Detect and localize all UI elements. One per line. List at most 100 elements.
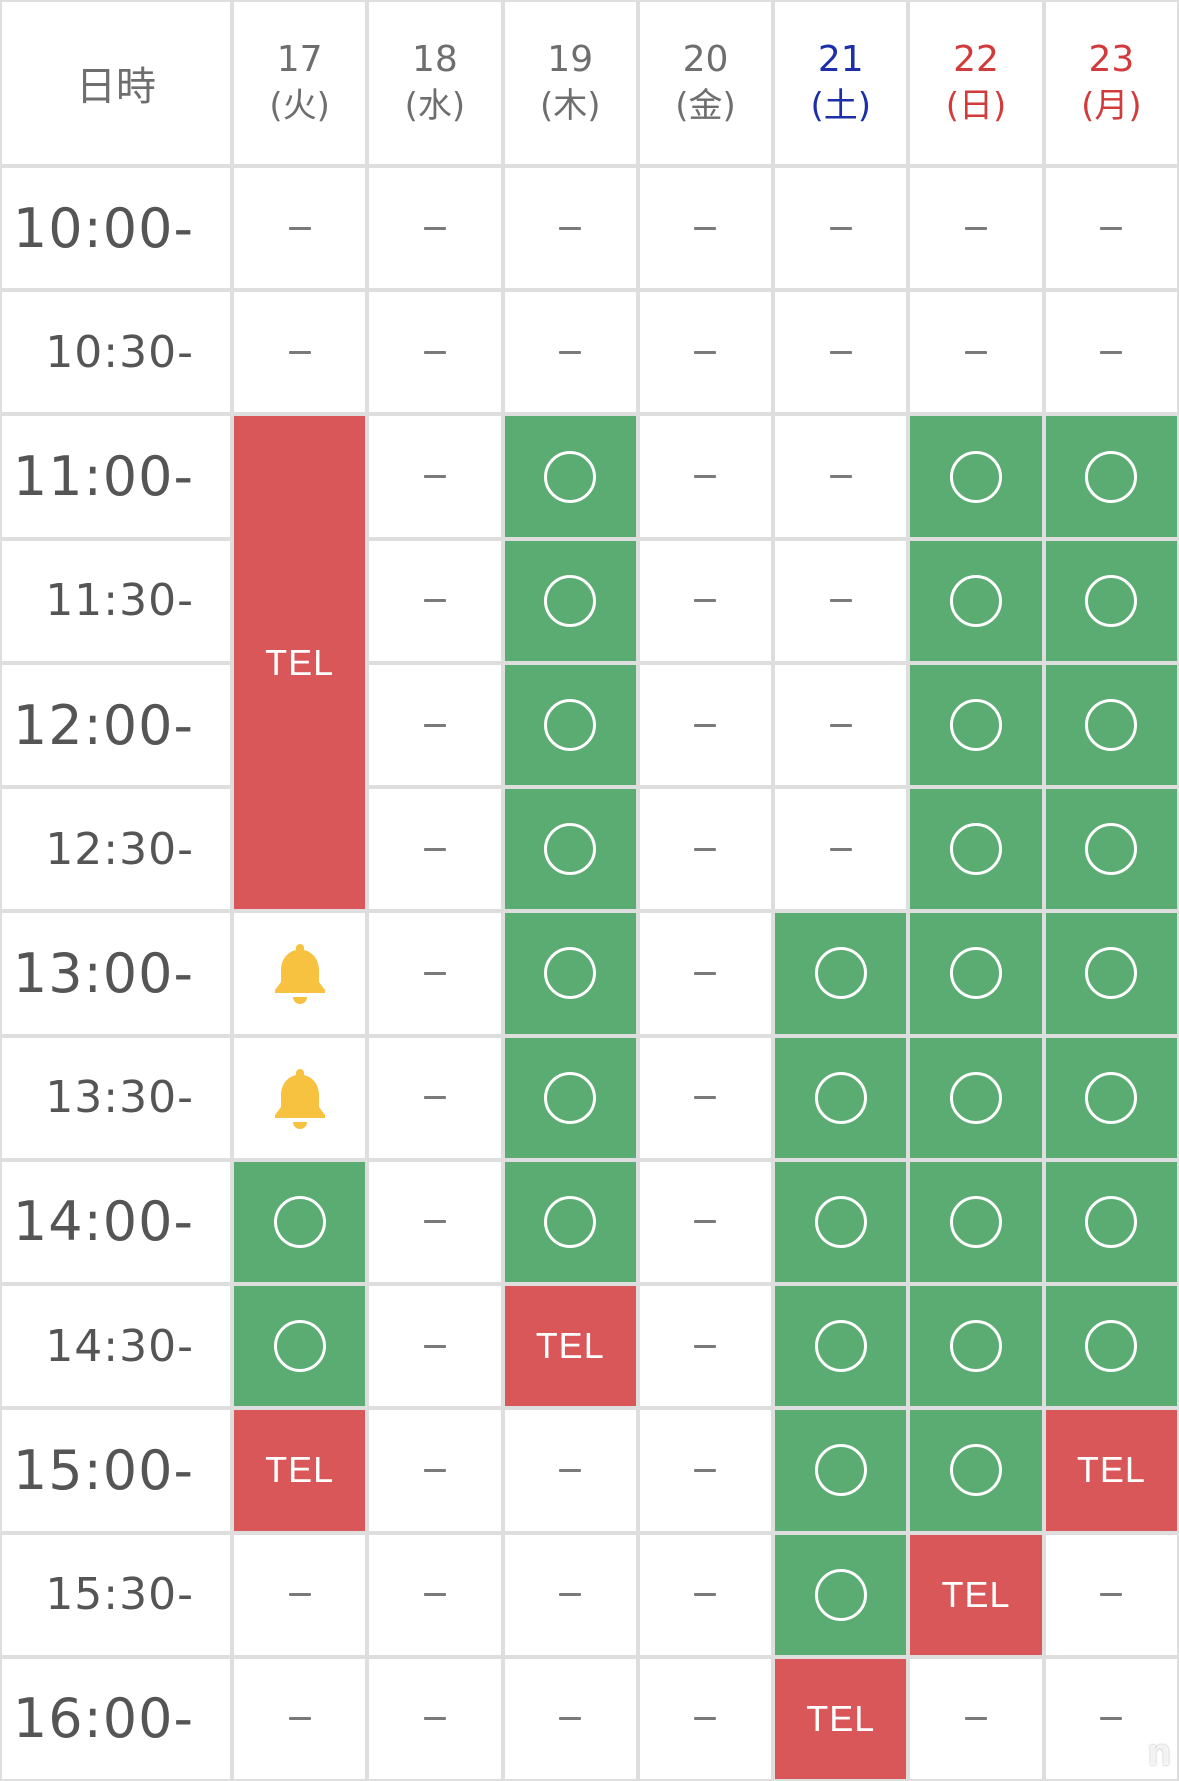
circle-icon bbox=[814, 1195, 867, 1248]
slot-available[interactable] bbox=[910, 1161, 1042, 1283]
dash-icon bbox=[694, 1468, 717, 1472]
slot-available[interactable] bbox=[504, 1161, 636, 1283]
dash-icon bbox=[423, 1593, 446, 1597]
dash-icon bbox=[423, 350, 446, 354]
slot-unavailable bbox=[369, 292, 501, 413]
slot-available[interactable] bbox=[234, 1286, 366, 1407]
circle-icon bbox=[814, 947, 867, 1000]
slot-tel[interactable]: TEL bbox=[234, 1410, 366, 1531]
dash-icon bbox=[423, 599, 446, 603]
dash-icon bbox=[694, 723, 717, 727]
tel-label: TEL bbox=[941, 1573, 1011, 1615]
slot-available[interactable] bbox=[910, 416, 1042, 537]
slot-unavailable bbox=[775, 168, 907, 289]
circle-icon bbox=[1085, 574, 1138, 627]
dash-icon bbox=[829, 723, 852, 727]
slot-unavailable bbox=[910, 1658, 1042, 1779]
slot-available[interactable] bbox=[504, 789, 636, 910]
slot-available[interactable] bbox=[504, 416, 636, 537]
slot-unavailable bbox=[639, 1658, 772, 1779]
time-label: 10:30- bbox=[2, 292, 230, 413]
slot-available[interactable] bbox=[1045, 913, 1177, 1034]
circle-icon bbox=[950, 1195, 1003, 1248]
circle-icon bbox=[273, 1195, 326, 1248]
circle-icon bbox=[1085, 1195, 1138, 1248]
circle-icon bbox=[1085, 699, 1138, 752]
dash-icon bbox=[829, 475, 852, 479]
slot-available[interactable] bbox=[910, 789, 1042, 910]
slot-unavailable bbox=[369, 789, 501, 910]
slot-unavailable bbox=[234, 1534, 366, 1655]
dash-icon bbox=[1100, 1717, 1123, 1721]
day-header-21: 21 (土) bbox=[775, 2, 907, 164]
slot-unavailable bbox=[1045, 1534, 1177, 1655]
slot-available[interactable] bbox=[910, 540, 1042, 661]
slot-tel[interactable]: TEL bbox=[910, 1534, 1042, 1655]
day-weekday: (木) bbox=[539, 86, 601, 127]
slot-available[interactable] bbox=[1045, 1037, 1177, 1158]
slot-available[interactable] bbox=[910, 1410, 1042, 1531]
slot-available[interactable] bbox=[504, 913, 636, 1034]
time-label: 12:00- bbox=[2, 664, 230, 786]
slot-tel[interactable]: TEL bbox=[775, 1658, 907, 1779]
slot-notify[interactable] bbox=[234, 1037, 366, 1158]
slot-available[interactable] bbox=[1045, 540, 1177, 661]
day-date: 22 bbox=[953, 38, 999, 80]
slot-unavailable bbox=[775, 664, 907, 786]
slot-available[interactable] bbox=[1045, 1286, 1177, 1407]
slot-available[interactable] bbox=[775, 1037, 907, 1158]
slot-unavailable bbox=[369, 168, 501, 289]
tel-label: TEL bbox=[1076, 1449, 1146, 1491]
dash-icon bbox=[694, 847, 717, 851]
slot-tel[interactable]: TEL bbox=[234, 416, 366, 910]
slot-available[interactable] bbox=[775, 1410, 907, 1531]
dash-icon bbox=[694, 1593, 717, 1597]
slot-available[interactable] bbox=[910, 664, 1042, 786]
dash-icon bbox=[829, 350, 852, 354]
slot-unavailable bbox=[639, 1037, 772, 1158]
day-date: 23 bbox=[1088, 38, 1135, 80]
slot-unavailable bbox=[775, 416, 907, 537]
slot-unavailable bbox=[639, 1161, 772, 1283]
dash-icon bbox=[288, 350, 311, 354]
dash-icon bbox=[288, 226, 311, 230]
slot-available[interactable] bbox=[1045, 664, 1177, 786]
slot-available[interactable] bbox=[775, 1534, 907, 1655]
circle-icon bbox=[814, 1568, 867, 1621]
slot-tel[interactable]: TEL bbox=[504, 1286, 636, 1407]
circle-icon bbox=[950, 574, 1003, 627]
day-weekday: (日) bbox=[945, 86, 1007, 127]
dash-icon bbox=[1100, 226, 1123, 230]
slot-available[interactable] bbox=[775, 913, 907, 1034]
circle-icon bbox=[814, 1071, 867, 1124]
slot-unavailable bbox=[369, 664, 501, 786]
dash-icon bbox=[423, 1468, 446, 1472]
slot-unavailable bbox=[910, 292, 1042, 413]
slot-notify[interactable] bbox=[234, 913, 366, 1034]
slot-available[interactable] bbox=[1045, 789, 1177, 910]
circle-icon bbox=[950, 1071, 1003, 1124]
slot-available[interactable] bbox=[910, 1286, 1042, 1407]
time-label: 10:00- bbox=[2, 168, 230, 289]
day-weekday: (火) bbox=[269, 86, 330, 127]
slot-unavailable bbox=[1045, 1658, 1177, 1779]
slot-tel[interactable]: TEL bbox=[1045, 1410, 1177, 1531]
slot-available[interactable] bbox=[504, 664, 636, 786]
slot-available[interactable] bbox=[504, 1037, 636, 1158]
dash-icon bbox=[423, 723, 446, 727]
day-header-20: 20 (金) bbox=[639, 2, 772, 164]
slot-available[interactable] bbox=[910, 1037, 1042, 1158]
time-label: 15:00- bbox=[2, 1410, 230, 1531]
dash-icon bbox=[829, 226, 852, 230]
slot-available[interactable] bbox=[1045, 1161, 1177, 1283]
slot-available[interactable] bbox=[1045, 416, 1177, 537]
slot-available[interactable] bbox=[775, 1161, 907, 1283]
slot-unavailable bbox=[639, 292, 772, 413]
dash-icon bbox=[694, 1344, 717, 1348]
slot-available[interactable] bbox=[775, 1286, 907, 1407]
dash-icon bbox=[694, 1717, 717, 1721]
slot-available[interactable] bbox=[504, 540, 636, 661]
slot-available[interactable] bbox=[234, 1161, 366, 1283]
slot-available[interactable] bbox=[910, 913, 1042, 1034]
slot-unavailable bbox=[775, 789, 907, 910]
